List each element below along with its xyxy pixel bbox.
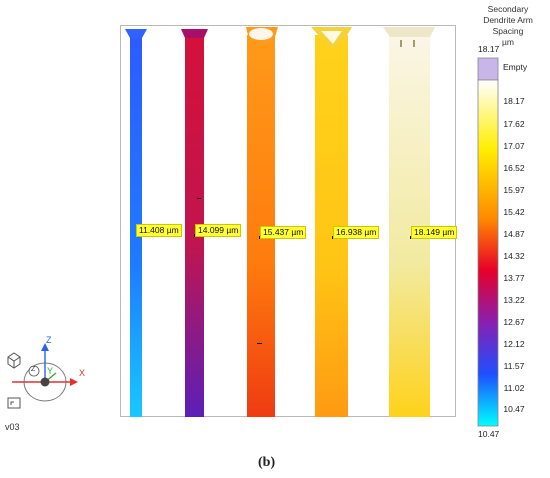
z-rotate-handle[interactable] <box>28 365 40 377</box>
legend-tick: 12.12 <box>503 339 525 349</box>
probe-label-3: 15.437 µm <box>260 226 307 239</box>
cube-icon[interactable] <box>7 352 21 369</box>
z-axis-label: Z <box>46 335 52 345</box>
legend-ticks: 18.17 17.62 17.07 16.52 15.97 15.42 14.8… <box>490 0 538 478</box>
mesh-mark <box>257 343 262 344</box>
legend-tick: 14.32 <box>503 251 525 261</box>
mesh-mark <box>197 198 201 199</box>
probe-label-1: 11.408 µm <box>136 224 182 237</box>
legend-tick: 15.97 <box>503 185 525 195</box>
bar-4 <box>311 27 352 417</box>
z-rotate-label: Z <box>31 366 36 373</box>
bar-2 <box>181 29 208 417</box>
legend-color-bar <box>477 79 499 427</box>
legend-tick: 10.47 <box>503 404 525 414</box>
legend-tick: 17.07 <box>503 141 525 151</box>
view-label: v03 <box>5 422 20 432</box>
y-axis-label: Y <box>47 366 54 376</box>
legend-tick: 16.52 <box>503 163 525 173</box>
legend-max-value: 18.17 <box>478 44 500 54</box>
bar-5 <box>383 27 435 417</box>
legend-tick: 13.77 <box>503 273 525 283</box>
legend-title-line-2: Dendrite Arm <box>483 15 533 25</box>
legend-empty-label: Empty <box>503 62 528 72</box>
legend-min-value: 10.47 <box>478 429 500 439</box>
legend-tick: 11.02 <box>503 383 525 393</box>
simulation-view-frame <box>120 25 456 417</box>
legend-tick: 11.57 <box>503 361 525 371</box>
legend-tick: 13.22 <box>503 295 525 305</box>
axis-triad <box>12 343 78 402</box>
legend-tick: 12.67 <box>503 317 525 327</box>
legend-title: Secondary Dendrite Arm Spacing µm <box>466 4 550 48</box>
bar-3 <box>246 27 278 417</box>
legend-tick: 15.42 <box>503 207 525 217</box>
legend-tick: 18.17 <box>503 96 525 106</box>
figure-caption: (b) <box>258 455 276 470</box>
legend-tick: 14.87 <box>503 229 525 239</box>
probe-label-2: 14.099 µm <box>195 224 242 237</box>
legend-title-line-1: Secondary <box>487 4 529 14</box>
legend-tick: 17.62 <box>503 119 525 129</box>
probe-label-5: 18.149 µm <box>411 226 458 239</box>
x-axis-label: X <box>79 368 86 378</box>
probe-label-4: 16.938 µm <box>333 226 380 239</box>
legend-unit: µm <box>502 37 514 47</box>
bar-1 <box>125 29 147 417</box>
legend-title-line-3: Spacing <box>492 26 524 36</box>
fit-view-icon[interactable] <box>7 397 21 409</box>
